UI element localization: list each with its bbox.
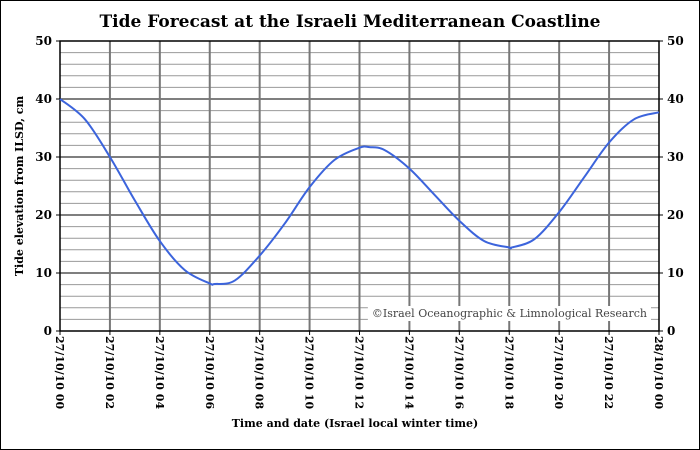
y-tick-label-right: 30 [667,150,684,164]
x-tick-label: 27/10/10 10 [303,336,316,409]
x-tick-label: 27/10/10 02 [103,336,116,409]
x-tick-label: 27/10/10 22 [602,336,615,409]
y-tick-label-left: 10 [35,266,52,280]
x-tick-label: 27/10/10 14 [402,336,415,409]
y-axis-ticks: 0 0 10 10 20 20 30 30 40 40 50 50 [35,34,683,338]
chart-title: Tide Forecast at the Israeli Mediterrane… [99,12,600,32]
series-line-tide [59,98,660,286]
y-tick-label-left: 20 [35,208,52,222]
y-tick-label-right: 40 [667,92,684,106]
x-tick-label: 27/10/10 20 [552,336,565,409]
x-tick-label: 28/10/10 00 [652,336,665,409]
watermark-background [367,306,651,321]
y-tick-label-left: 50 [35,34,52,48]
y-tick-label-left: 30 [35,150,52,164]
x-tick-label: 27/10/10 00 [53,336,66,409]
x-tick-label: 27/10/10 04 [153,336,166,409]
x-tick-label: 27/10/10 12 [353,336,366,409]
y-axis-label: Tide elevation from ILSD, cm [13,95,26,276]
x-tick-label: 27/10/10 08 [253,336,266,409]
x-tick-label: 27/10/10 18 [502,336,515,409]
y-tick-label-left: 0 [44,324,52,338]
y-tick-label-right: 50 [667,34,684,48]
watermark: ©Israel Oceanographic & Limnological Res… [372,307,647,320]
y-tick-label-right: 0 [667,324,675,338]
x-axis-label: Time and date (Israel local winter time) [232,417,478,430]
major-gridlines [60,41,659,331]
x-tick-label: 27/10/10 16 [452,336,465,409]
y-tick-label-right: 20 [667,208,684,222]
y-tick-label-right: 10 [667,266,684,280]
x-axis-ticks: 27/10/10 00 27/10/10 02 27/10/10 04 27/10/1… [53,331,665,409]
y-tick-label-left: 40 [35,92,52,106]
x-tick-label: 27/10/10 06 [203,336,216,409]
